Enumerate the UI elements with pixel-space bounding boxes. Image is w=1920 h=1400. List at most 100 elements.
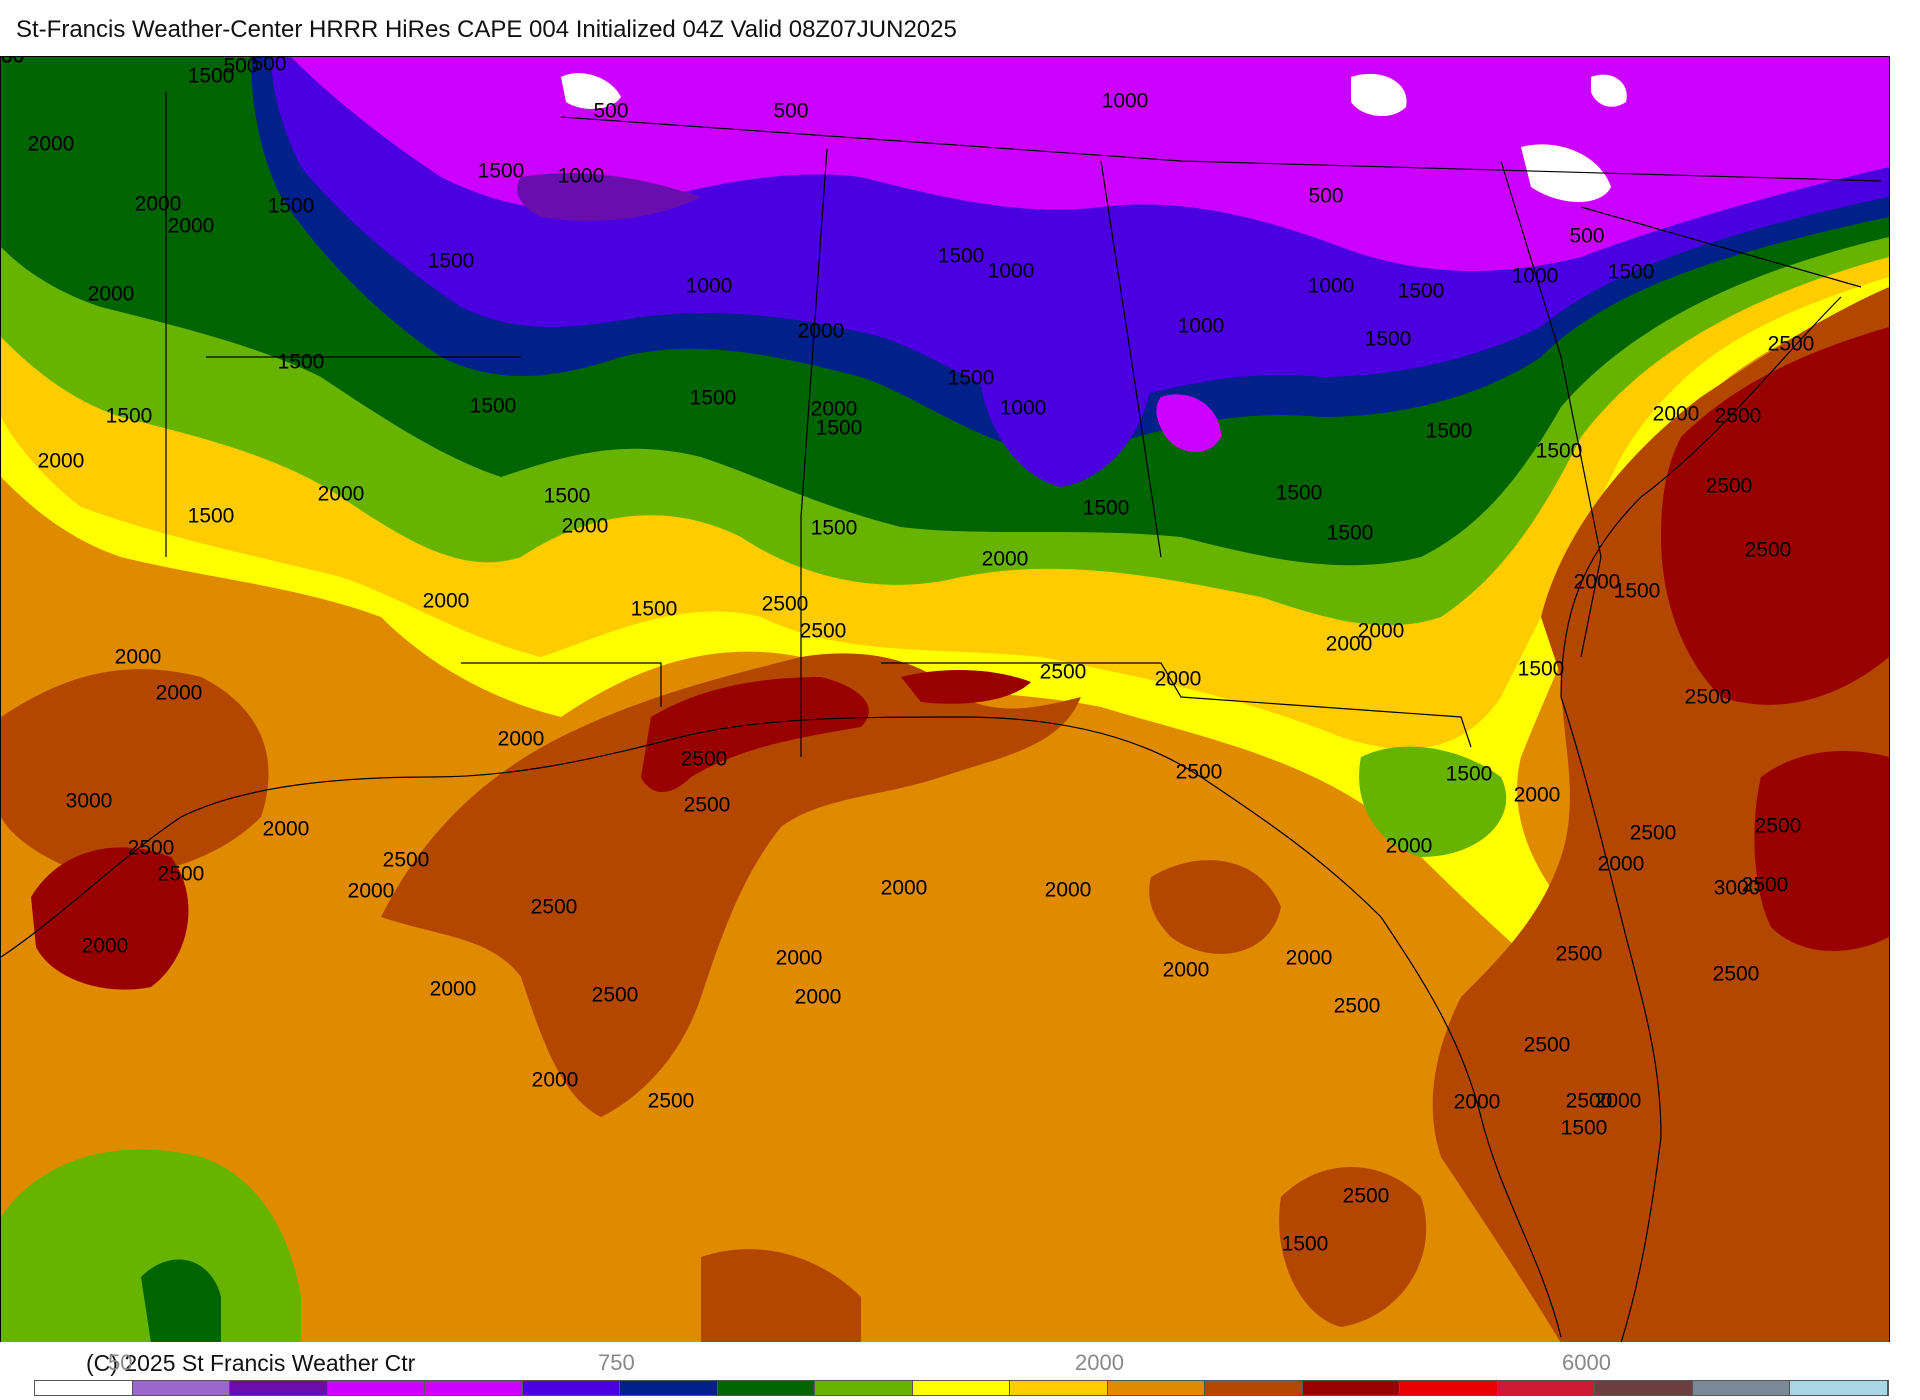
state-boundaries [165,92,1882,757]
map-title: St-Francis Weather-Center HRRR HiRes CAP… [16,16,957,43]
colorbar-swatch [1497,1381,1595,1395]
contour-label: 2500 [1715,405,1762,428]
contour-label: 1500 [188,505,235,528]
contour-label: 2500 [648,1090,695,1113]
cape-fill-white-spot-1 [561,73,621,109]
contour-label: 2000 [1045,879,1092,902]
contour-label: 1000 [558,165,605,188]
colorbar-swatch [1205,1381,1303,1395]
contour-label: 2000 [1595,1090,1642,1113]
contour-label: 3000 [1,57,24,68]
colorbar-tick-label: 50 [108,1350,133,1375]
contour-label: 500 [1308,185,1343,208]
contour-label: 500 [1569,225,1604,248]
colorbar-swatch [35,1381,133,1395]
state-line-8 [1500,160,1602,658]
contour-label: 2000 [498,728,545,751]
contour-label: 1500 [1276,482,1323,505]
contour-label: 2500 [1176,761,1223,784]
colorbar-swatch [230,1381,328,1395]
colorbar-swatch [1400,1381,1498,1395]
contour-label: 3000 [1,57,24,68]
contour-label: 2500 [1742,874,1789,897]
contour-label: 2000 [1514,784,1561,807]
contour-label: 1000 [1102,90,1149,113]
contour-label: 2000 [156,682,203,705]
contour-label: 2000 [1653,403,1700,426]
contour-label: 2500 [128,837,175,860]
contour-label: 1500 [1561,1117,1608,1140]
contour-label: 2500 [1685,686,1732,709]
state-line-5 [1100,160,1162,558]
contour-label: 1500 [1614,580,1661,603]
contour-label: 2500 [762,593,809,616]
contour-label: 2500 [1706,475,1753,498]
colorbar-swatch [717,1381,815,1395]
contour-label: 2000 [318,483,365,506]
colorbar-swatch [425,1381,523,1395]
contour-label: 2000 [982,548,1029,571]
contour-label: 1500 [106,405,153,428]
colorbar-swatch [1302,1381,1400,1395]
cape-fill-brown-south [701,1249,861,1343]
contour-label: 2500 [684,794,731,817]
cape-fill-white-spot-2 [1351,73,1407,117]
cape-fill-brown-gulf [381,653,1081,1117]
contour-label: 2000 [811,398,858,421]
contour-label: 2500 [1343,1185,1390,1208]
cape-fill-purple-patch [1156,394,1221,452]
contour-label: 1000 [1512,265,1559,288]
contour-label: 1000 [1000,397,1047,420]
contour-label: 500 [251,57,286,76]
contour-label: 2000 [115,646,162,669]
contour-label: 1500 [1365,328,1412,351]
colorbar-swatch [620,1381,718,1395]
contour-label: 2000 [423,590,470,613]
contour-label: 1500 [1446,763,1493,786]
contour-label: 2000 [1286,947,1333,970]
contour-label: 500 [593,100,628,123]
contour-label: 2000 [168,215,215,238]
contour-label: 1000 [988,260,1035,283]
contour-label: 2000 [88,283,135,306]
contour-label: 2000 [135,193,182,216]
contour-label: 2500 [1556,943,1603,966]
colorbar-swatch [132,1381,230,1395]
contour-label: 2000 [430,978,477,1001]
cape-fill-purple-band [291,57,1889,271]
contour-label: 1500 [1327,522,1374,545]
contour-label: 1500 [631,598,678,621]
contour-label: 2500 [800,620,847,643]
gulf-coastline [1,716,1562,1338]
contour-label: 2500 [383,849,430,872]
contour-label: 2000 [776,947,823,970]
contour-label: 3000 [1,57,24,68]
colorbar [34,1380,1889,1396]
cape-fill-maroon-east [1661,327,1889,705]
contour-label: 1500 [1608,261,1655,284]
contour-label: 2000 [1598,853,1645,876]
contour-label: 2500 [1630,822,1677,845]
colorbar-swatch [327,1381,425,1395]
contour-label: 2000 [28,133,75,156]
state-line-6 [461,662,662,707]
contour-label: 2500 [1040,661,1087,684]
contour-label: 2500 [1334,995,1381,1018]
contour-label: 1500 [478,160,525,183]
cape-fill-brown-southeast [1279,1167,1427,1327]
colorbar-swatch [1595,1381,1693,1395]
contour-label: 2000 [798,320,845,343]
contour-label: 3500 [1,57,24,68]
colorbar-tick-label: 2000 [1075,1350,1124,1375]
contour-label: 1500 [428,250,475,273]
contour-label: 1500 [278,351,325,374]
colorbar-tick-label: 6000 [1562,1350,1611,1375]
contour-label: 2000 [1163,959,1210,982]
contour-label: 2000 [1574,571,1621,594]
cape-map: 500 500 500 500 500 500 1000 1000 1000 1000 1000 10… [0,56,1890,1344]
contour-label: 1500 [1518,658,1565,681]
colorbar-swatch [1010,1381,1108,1395]
colorbar-swatch [1790,1381,1888,1395]
